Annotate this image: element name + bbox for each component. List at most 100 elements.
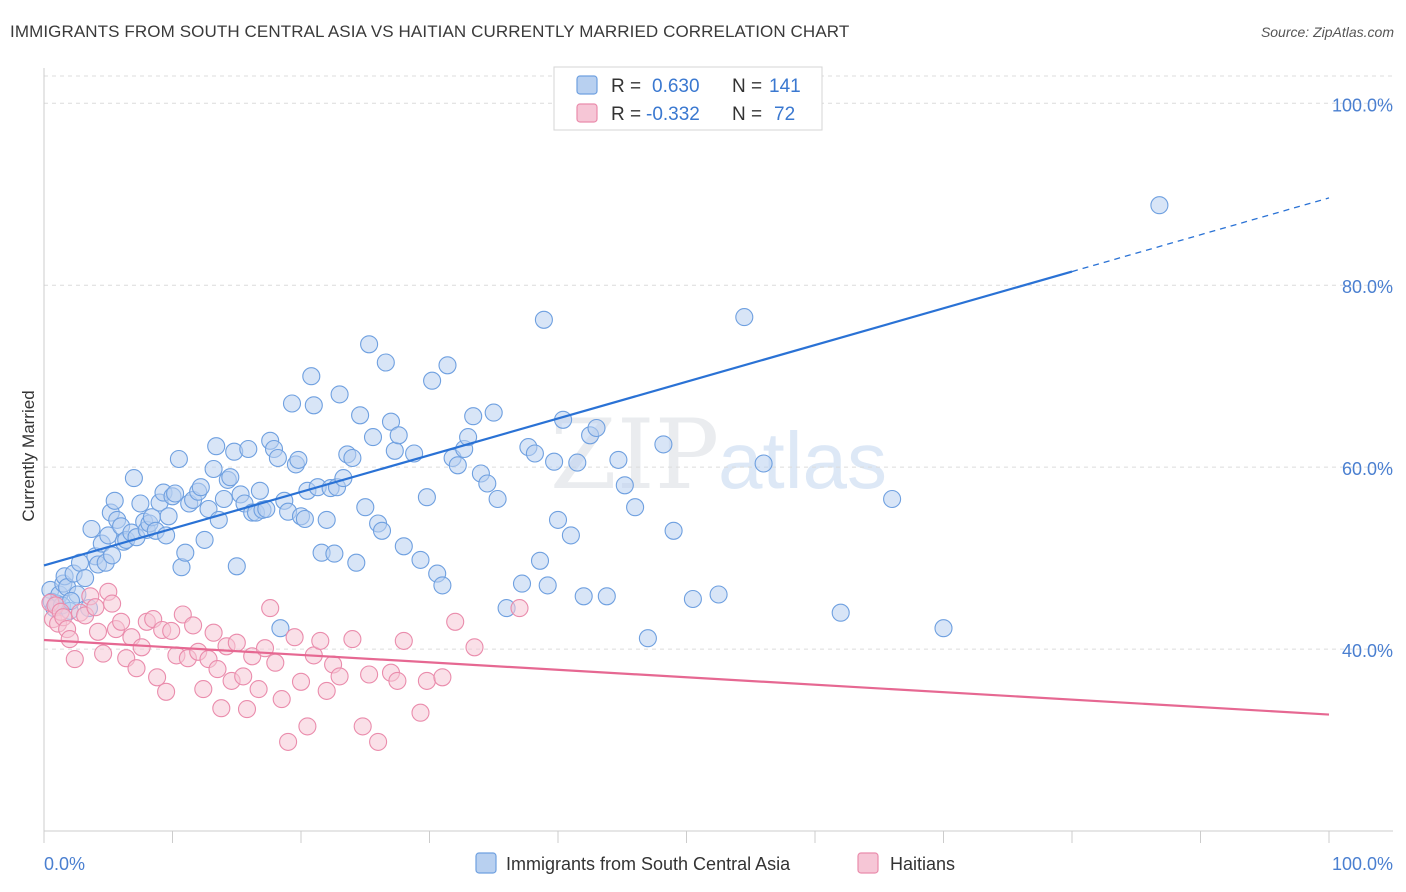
data-point-south-central-asia bbox=[587, 418, 606, 438]
data-point-haitians bbox=[249, 680, 268, 699]
data-point-south-central-asia bbox=[271, 619, 290, 638]
data-point-haitians bbox=[204, 623, 223, 642]
trend-line bbox=[43, 270, 1073, 567]
data-point-south-central-asia bbox=[289, 450, 308, 469]
data-point-haitians bbox=[360, 665, 379, 684]
data-point-south-central-asia bbox=[597, 587, 616, 606]
data-point-south-central-asia bbox=[372, 521, 392, 540]
data-point-south-central-asia bbox=[459, 428, 478, 447]
data-point-south-central-asia bbox=[1150, 196, 1169, 215]
y-tick-label: 40.0% bbox=[1342, 641, 1393, 661]
data-point-south-central-asia bbox=[227, 557, 246, 576]
data-point-haitians bbox=[388, 671, 407, 690]
legend-r-value: 0.630 bbox=[652, 76, 700, 97]
data-point-south-central-asia bbox=[381, 412, 401, 431]
data-point-south-central-asia bbox=[385, 441, 404, 460]
data-point-haitians bbox=[234, 667, 253, 686]
chart-title: IMMIGRANTS FROM SOUTH CENTRAL ASIA VS HA… bbox=[10, 22, 850, 41]
data-point-south-central-asia bbox=[831, 603, 850, 622]
data-point-haitians bbox=[208, 660, 227, 679]
data-point-haitians bbox=[212, 699, 231, 718]
y-tick-label: 60.0% bbox=[1342, 459, 1393, 479]
trend-line bbox=[43, 638, 1330, 716]
data-point-haitians bbox=[127, 659, 146, 678]
data-point-south-central-asia bbox=[169, 449, 188, 469]
data-point-haitians bbox=[162, 621, 181, 640]
legend-swatch-pink bbox=[576, 103, 598, 123]
stats-legend: R = 0.630 N = 141 R = -0.332 N = 72 bbox=[553, 66, 823, 131]
data-point-south-central-asia bbox=[448, 456, 467, 475]
data-point-haitians bbox=[112, 612, 131, 631]
data-point-south-central-asia bbox=[214, 489, 233, 509]
data-points bbox=[41, 196, 1169, 751]
data-point-south-central-asia bbox=[934, 619, 953, 638]
data-point-south-central-asia bbox=[615, 476, 634, 495]
data-point-south-central-asia bbox=[484, 403, 503, 422]
legend-n-label: N = bbox=[732, 104, 762, 125]
data-point-south-central-asia bbox=[330, 385, 349, 404]
series-label: Immigrants from South Central Asia bbox=[506, 854, 791, 874]
data-point-south-central-asia bbox=[363, 428, 383, 447]
data-point-south-central-asia bbox=[351, 406, 370, 425]
data-point-haitians bbox=[266, 653, 285, 672]
trend-lines bbox=[43, 197, 1330, 716]
data-point-south-central-asia bbox=[538, 576, 557, 595]
data-point-haitians bbox=[298, 717, 317, 736]
data-point-haitians bbox=[279, 732, 298, 751]
data-point-south-central-asia bbox=[356, 498, 375, 517]
data-point-south-central-asia bbox=[548, 510, 568, 529]
data-point-haitians bbox=[417, 671, 436, 690]
data-point-south-central-asia bbox=[438, 356, 457, 375]
data-point-south-central-asia bbox=[282, 394, 302, 413]
data-point-south-central-asia bbox=[360, 335, 379, 354]
data-point-south-central-asia bbox=[394, 537, 413, 556]
data-point-south-central-asia bbox=[176, 543, 195, 562]
legend-r-label: R = bbox=[611, 76, 641, 97]
data-point-south-central-asia bbox=[250, 481, 269, 500]
data-point-south-central-asia bbox=[883, 489, 902, 509]
data-point-south-central-asia bbox=[433, 576, 452, 595]
data-point-haitians bbox=[343, 630, 362, 649]
data-point-south-central-asia bbox=[159, 507, 178, 526]
data-point-south-central-asia bbox=[257, 499, 276, 519]
y-axis-label: Currently Married bbox=[19, 390, 38, 521]
data-point-south-central-asia bbox=[376, 353, 395, 372]
data-point-haitians bbox=[94, 644, 113, 663]
data-point-south-central-asia bbox=[131, 494, 150, 513]
data-point-haitians bbox=[227, 633, 246, 652]
data-point-south-central-asia bbox=[204, 459, 223, 479]
data-point-haitians bbox=[237, 700, 257, 719]
data-point-south-central-asia bbox=[99, 526, 118, 545]
data-point-south-central-asia bbox=[664, 521, 683, 540]
data-point-south-central-asia bbox=[525, 444, 544, 463]
data-point-south-central-asia bbox=[207, 437, 226, 456]
series-swatch-blue bbox=[475, 852, 497, 874]
data-point-haitians bbox=[148, 668, 167, 687]
data-point-south-central-asia bbox=[488, 489, 507, 509]
y-tick-label: 100.0% bbox=[1332, 95, 1393, 115]
trend-line-extension bbox=[1071, 197, 1330, 273]
legend-r-value: -0.332 bbox=[646, 104, 700, 125]
data-point-south-central-asia bbox=[609, 450, 628, 469]
data-point-south-central-asia bbox=[568, 453, 587, 472]
data-point-haitians bbox=[86, 598, 105, 617]
data-point-haitians bbox=[394, 631, 413, 650]
data-point-haitians bbox=[261, 599, 280, 618]
data-point-south-central-asia bbox=[82, 519, 101, 539]
data-point-haitians bbox=[317, 681, 336, 700]
data-point-south-central-asia bbox=[709, 585, 728, 604]
data-point-south-central-asia bbox=[423, 371, 442, 390]
data-point-haitians bbox=[65, 650, 84, 669]
data-point-haitians bbox=[411, 703, 430, 722]
data-point-south-central-asia bbox=[512, 574, 532, 593]
data-point-south-central-asia bbox=[735, 308, 754, 327]
data-point-haitians bbox=[433, 668, 452, 687]
watermark-atlas: atlas bbox=[718, 416, 887, 505]
data-point-haitians bbox=[88, 622, 108, 641]
data-point-haitians bbox=[272, 690, 291, 709]
data-point-south-central-asia bbox=[195, 530, 214, 549]
data-point-south-central-asia bbox=[239, 439, 258, 459]
data-point-south-central-asia bbox=[654, 435, 673, 454]
data-point-south-central-asia bbox=[268, 448, 287, 468]
